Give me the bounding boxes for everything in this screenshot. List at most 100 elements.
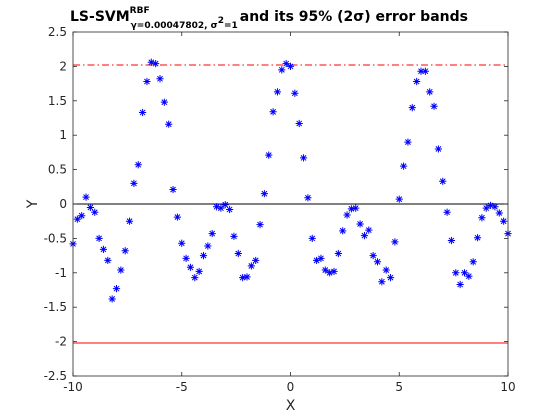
data-point xyxy=(426,88,434,96)
data-point xyxy=(313,256,321,265)
data-point xyxy=(173,213,181,221)
data-point xyxy=(260,190,268,198)
data-point xyxy=(400,162,408,170)
x-axis-label: X xyxy=(286,398,296,414)
data-point xyxy=(191,274,199,282)
data-point xyxy=(256,221,264,229)
data-point xyxy=(447,236,456,245)
data-point xyxy=(365,226,373,234)
data-point xyxy=(469,258,477,266)
data-point xyxy=(421,67,429,75)
title-superscript: RBF xyxy=(130,6,150,16)
data-point xyxy=(104,256,112,265)
data-point xyxy=(352,204,360,212)
y-tick-label: -2.5 xyxy=(44,369,67,383)
data-point xyxy=(317,254,325,262)
data-point xyxy=(139,108,147,117)
data-point xyxy=(252,256,260,265)
data-point xyxy=(295,119,303,128)
data-point xyxy=(99,245,108,254)
data-point xyxy=(487,201,495,209)
data-point xyxy=(278,66,286,74)
data-point xyxy=(456,280,464,289)
data-point xyxy=(165,120,173,128)
data-point xyxy=(78,212,86,220)
data-points xyxy=(69,58,512,303)
data-point xyxy=(178,239,186,247)
chart-title-text: LS-SVMRBF xyxy=(70,6,150,25)
data-point xyxy=(243,273,251,281)
data-point xyxy=(95,234,103,242)
data-point xyxy=(443,208,451,216)
data-point xyxy=(495,209,503,217)
y-tick-label: -0.5 xyxy=(44,231,67,245)
y-axis-ticks: -2.5 -2 -1.5 -1 -0.5 0 0.5 1 1.5 2 2.5 xyxy=(44,25,508,383)
data-point xyxy=(265,151,273,159)
data-point xyxy=(208,229,216,238)
data-point xyxy=(156,75,164,83)
data-point xyxy=(430,102,438,110)
data-point xyxy=(134,161,142,169)
x-tick-label: 0 xyxy=(287,380,295,394)
y-tick-label: -1 xyxy=(55,266,67,280)
data-point xyxy=(356,220,364,228)
x-tick-label: 10 xyxy=(500,380,515,394)
title-subscript-text: γ=0.00047802, σ xyxy=(131,21,218,31)
data-point xyxy=(500,217,508,225)
y-tick-label: 0.5 xyxy=(48,163,67,177)
data-point xyxy=(491,203,499,211)
data-point xyxy=(226,205,234,214)
data-point xyxy=(291,89,299,97)
data-point xyxy=(204,242,212,250)
data-point xyxy=(408,104,416,112)
data-point xyxy=(152,60,160,68)
data-point xyxy=(130,179,138,187)
data-point xyxy=(439,177,447,185)
data-point xyxy=(404,138,412,146)
data-point xyxy=(286,62,295,70)
data-point xyxy=(378,278,386,286)
x-tick-label: -10 xyxy=(63,380,83,394)
y-axis-label: Y xyxy=(25,199,41,209)
data-point xyxy=(373,258,382,266)
data-point xyxy=(299,154,308,162)
data-point xyxy=(182,254,190,262)
data-point xyxy=(108,295,116,303)
y-tick-label: -2 xyxy=(55,335,67,349)
data-point xyxy=(304,194,312,202)
title-subscript: γ=0.00047802, σ2=1 xyxy=(131,16,238,31)
data-point xyxy=(147,58,155,66)
y-tick-label: 1 xyxy=(59,128,67,142)
data-point xyxy=(273,88,282,96)
data-point xyxy=(112,285,121,293)
data-point xyxy=(460,269,469,277)
data-point xyxy=(239,274,247,282)
x-tick-label: -5 xyxy=(176,380,188,394)
data-point xyxy=(473,234,482,242)
data-point xyxy=(91,208,99,216)
data-point xyxy=(386,274,395,282)
data-point xyxy=(169,185,177,194)
title-rest: and its 95% (2σ) error bands xyxy=(240,9,468,25)
data-point xyxy=(212,203,221,211)
y-tick-label: 2 xyxy=(59,59,67,73)
plot-area: -10 -5 0 5 10 -2.5 -2 -1.5 -1 -0.5 0 0.5 1 1.5 2 2.5 xyxy=(44,25,516,394)
data-point xyxy=(269,108,277,116)
data-point xyxy=(434,145,442,153)
x-tick-label: 5 xyxy=(395,380,403,394)
data-point xyxy=(221,201,229,209)
data-point xyxy=(121,247,129,255)
data-point xyxy=(308,234,316,242)
data-point xyxy=(282,60,290,68)
data-point xyxy=(217,204,225,212)
data-point xyxy=(247,262,255,270)
data-point xyxy=(395,195,403,203)
data-point xyxy=(334,249,342,258)
data-point xyxy=(117,266,125,274)
y-tick-label: -1.5 xyxy=(44,300,67,314)
data-point xyxy=(413,77,421,86)
data-point xyxy=(125,217,134,225)
data-point xyxy=(347,205,355,213)
data-point xyxy=(478,214,486,222)
